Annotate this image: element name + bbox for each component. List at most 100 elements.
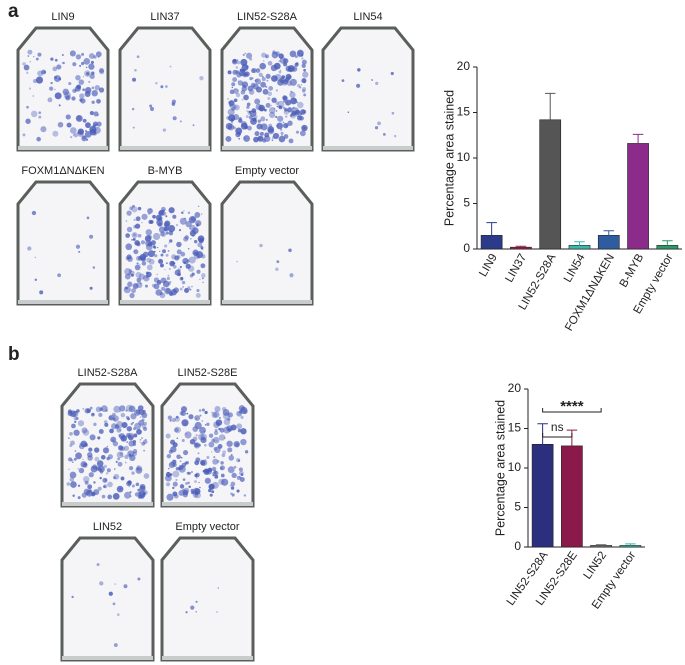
colony <box>80 61 85 66</box>
colony <box>181 211 184 214</box>
colony <box>182 450 189 456</box>
colony <box>164 244 168 248</box>
colony <box>283 122 289 129</box>
colony <box>158 222 162 227</box>
colony <box>226 440 233 447</box>
plate-label: LIN37 <box>150 11 179 23</box>
colony <box>183 210 185 212</box>
colony <box>208 488 212 493</box>
colony <box>195 476 198 479</box>
colony <box>84 70 91 77</box>
colony <box>301 63 306 68</box>
colony <box>282 121 285 124</box>
colony <box>229 89 235 95</box>
colony <box>256 123 263 130</box>
colony <box>77 496 81 500</box>
colony <box>167 471 169 474</box>
colony <box>238 118 243 123</box>
colony <box>69 444 73 448</box>
colony <box>117 457 121 461</box>
colony <box>166 493 174 501</box>
colony <box>131 238 133 241</box>
colony <box>235 127 243 135</box>
colony <box>279 128 283 131</box>
colony <box>87 452 93 458</box>
plate-label: LIN52-S28A <box>237 11 298 23</box>
colony <box>84 480 89 485</box>
colony <box>143 439 148 445</box>
colony <box>141 437 143 439</box>
colony <box>155 82 158 85</box>
colony <box>201 273 206 278</box>
colony <box>193 253 201 260</box>
colony <box>106 445 109 448</box>
colony <box>193 251 197 255</box>
colony <box>275 115 278 119</box>
colony <box>116 613 120 616</box>
colony <box>89 434 96 441</box>
colony <box>237 80 240 82</box>
plate-edge <box>18 300 108 304</box>
colony <box>248 115 253 120</box>
colony <box>83 476 90 483</box>
plate-edge <box>323 146 413 150</box>
colony <box>126 426 133 432</box>
colony <box>143 421 147 426</box>
colony <box>259 131 264 136</box>
colony <box>280 69 282 71</box>
error-bar <box>515 245 527 248</box>
colony <box>179 287 183 291</box>
colony <box>73 429 80 436</box>
colony <box>160 231 167 237</box>
colony <box>267 60 273 66</box>
colony <box>297 101 304 109</box>
colony <box>302 87 307 92</box>
colony <box>84 408 90 414</box>
colony <box>124 268 132 276</box>
colony <box>82 76 84 78</box>
colony <box>279 77 285 83</box>
colony <box>31 210 37 216</box>
colony <box>92 124 96 128</box>
colony <box>190 488 195 493</box>
colony <box>103 484 108 489</box>
plate <box>118 26 212 152</box>
colony <box>394 134 397 138</box>
colony <box>158 212 160 215</box>
colony <box>107 454 113 460</box>
colony <box>76 115 82 121</box>
colony <box>89 73 95 80</box>
colony <box>146 257 152 263</box>
colony <box>104 422 109 427</box>
colony <box>221 478 229 486</box>
colony <box>162 211 167 216</box>
colony <box>76 409 80 413</box>
colony <box>231 82 236 87</box>
colony <box>230 492 233 495</box>
colony <box>287 65 295 73</box>
colony <box>128 453 132 457</box>
colony <box>188 256 196 264</box>
colony <box>165 262 168 265</box>
colony <box>145 438 147 441</box>
colony <box>240 473 244 476</box>
colony <box>238 476 242 479</box>
colony <box>212 436 220 444</box>
colony <box>154 254 158 258</box>
colony <box>275 101 280 105</box>
colony <box>162 249 167 254</box>
colony <box>172 481 178 487</box>
colony <box>185 482 188 485</box>
colony <box>175 415 179 419</box>
colony <box>195 611 197 613</box>
colony <box>91 492 96 497</box>
colony <box>116 427 122 433</box>
colony <box>113 643 118 647</box>
colony <box>194 460 200 466</box>
colony <box>68 468 70 470</box>
colony <box>271 139 274 141</box>
colony <box>248 89 255 95</box>
panel-letter: a <box>8 1 19 22</box>
colony <box>241 98 244 101</box>
colony <box>168 242 170 244</box>
